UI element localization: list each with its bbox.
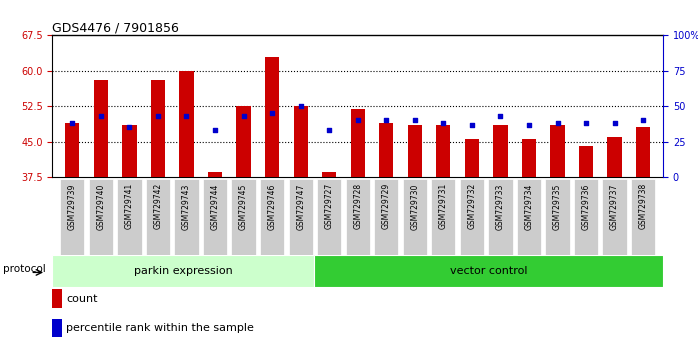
FancyBboxPatch shape xyxy=(403,178,427,255)
Bar xyxy=(52,255,314,287)
Point xyxy=(438,120,449,126)
Bar xyxy=(522,139,536,177)
Point xyxy=(267,110,278,116)
Point xyxy=(238,113,249,119)
Point xyxy=(495,113,506,119)
Text: GSM729738: GSM729738 xyxy=(639,183,648,229)
Text: GSM729735: GSM729735 xyxy=(553,183,562,230)
Bar xyxy=(52,319,61,337)
FancyBboxPatch shape xyxy=(489,178,512,255)
Bar xyxy=(208,172,222,177)
Text: vector control: vector control xyxy=(450,266,528,276)
Text: GSM729747: GSM729747 xyxy=(296,183,305,230)
FancyBboxPatch shape xyxy=(89,178,113,255)
Point xyxy=(409,118,420,123)
Bar xyxy=(550,125,565,177)
Bar xyxy=(122,125,137,177)
Text: GSM729728: GSM729728 xyxy=(353,183,362,229)
Bar xyxy=(94,80,108,177)
FancyBboxPatch shape xyxy=(631,178,655,255)
FancyBboxPatch shape xyxy=(574,178,598,255)
Text: GSM729729: GSM729729 xyxy=(382,183,391,229)
FancyBboxPatch shape xyxy=(374,178,399,255)
FancyBboxPatch shape xyxy=(174,178,199,255)
Point xyxy=(324,127,335,133)
Point xyxy=(524,122,535,128)
Bar xyxy=(436,125,450,177)
FancyBboxPatch shape xyxy=(260,178,284,255)
Point xyxy=(352,118,364,123)
FancyBboxPatch shape xyxy=(545,178,570,255)
Text: GSM729740: GSM729740 xyxy=(96,183,105,230)
FancyBboxPatch shape xyxy=(203,178,227,255)
FancyBboxPatch shape xyxy=(602,178,627,255)
Text: GSM729744: GSM729744 xyxy=(211,183,220,230)
Text: GSM729730: GSM729730 xyxy=(410,183,419,230)
Text: GSM729733: GSM729733 xyxy=(496,183,505,230)
Text: GSM729727: GSM729727 xyxy=(325,183,334,229)
Bar xyxy=(379,123,394,177)
Bar xyxy=(237,106,251,177)
FancyBboxPatch shape xyxy=(460,178,484,255)
FancyBboxPatch shape xyxy=(431,178,456,255)
Point xyxy=(581,120,592,126)
Bar xyxy=(314,255,663,287)
Text: GSM729743: GSM729743 xyxy=(182,183,191,230)
FancyBboxPatch shape xyxy=(288,178,313,255)
Bar xyxy=(493,125,507,177)
Text: GSM729732: GSM729732 xyxy=(468,183,476,229)
Point xyxy=(295,103,306,109)
Text: GSM729736: GSM729736 xyxy=(581,183,591,230)
Point xyxy=(96,113,107,119)
FancyBboxPatch shape xyxy=(346,178,370,255)
Text: protocol: protocol xyxy=(3,264,45,274)
Bar xyxy=(579,146,593,177)
FancyBboxPatch shape xyxy=(517,178,541,255)
Bar xyxy=(607,137,622,177)
FancyBboxPatch shape xyxy=(146,178,170,255)
Bar xyxy=(636,127,651,177)
FancyBboxPatch shape xyxy=(232,178,255,255)
Bar xyxy=(151,80,165,177)
Bar xyxy=(52,290,61,308)
Point xyxy=(209,127,221,133)
Text: GSM729731: GSM729731 xyxy=(439,183,448,229)
FancyBboxPatch shape xyxy=(117,178,142,255)
Text: GSM729737: GSM729737 xyxy=(610,183,619,230)
Bar xyxy=(265,57,279,177)
Point xyxy=(609,120,620,126)
Point xyxy=(466,122,477,128)
Text: GSM729745: GSM729745 xyxy=(239,183,248,230)
FancyBboxPatch shape xyxy=(317,178,341,255)
Point xyxy=(380,118,392,123)
Text: GSM729742: GSM729742 xyxy=(154,183,163,229)
Text: GSM729741: GSM729741 xyxy=(125,183,134,229)
Text: GSM729746: GSM729746 xyxy=(267,183,276,230)
Point xyxy=(152,113,163,119)
Text: GSM729734: GSM729734 xyxy=(524,183,533,230)
Bar xyxy=(179,71,193,177)
Text: count: count xyxy=(66,294,98,304)
FancyBboxPatch shape xyxy=(60,178,84,255)
Bar xyxy=(408,125,422,177)
Text: GSM729739: GSM729739 xyxy=(68,183,77,230)
Text: GDS4476 / 7901856: GDS4476 / 7901856 xyxy=(52,21,179,34)
Point xyxy=(637,118,648,123)
Bar xyxy=(322,172,336,177)
Bar xyxy=(65,123,80,177)
Point xyxy=(181,113,192,119)
Bar xyxy=(294,106,308,177)
Bar xyxy=(350,109,365,177)
Point xyxy=(124,125,135,130)
Bar xyxy=(465,139,479,177)
Text: percentile rank within the sample: percentile rank within the sample xyxy=(66,323,254,333)
Point xyxy=(67,120,78,126)
Point xyxy=(552,120,563,126)
Text: parkin expression: parkin expression xyxy=(134,266,232,276)
